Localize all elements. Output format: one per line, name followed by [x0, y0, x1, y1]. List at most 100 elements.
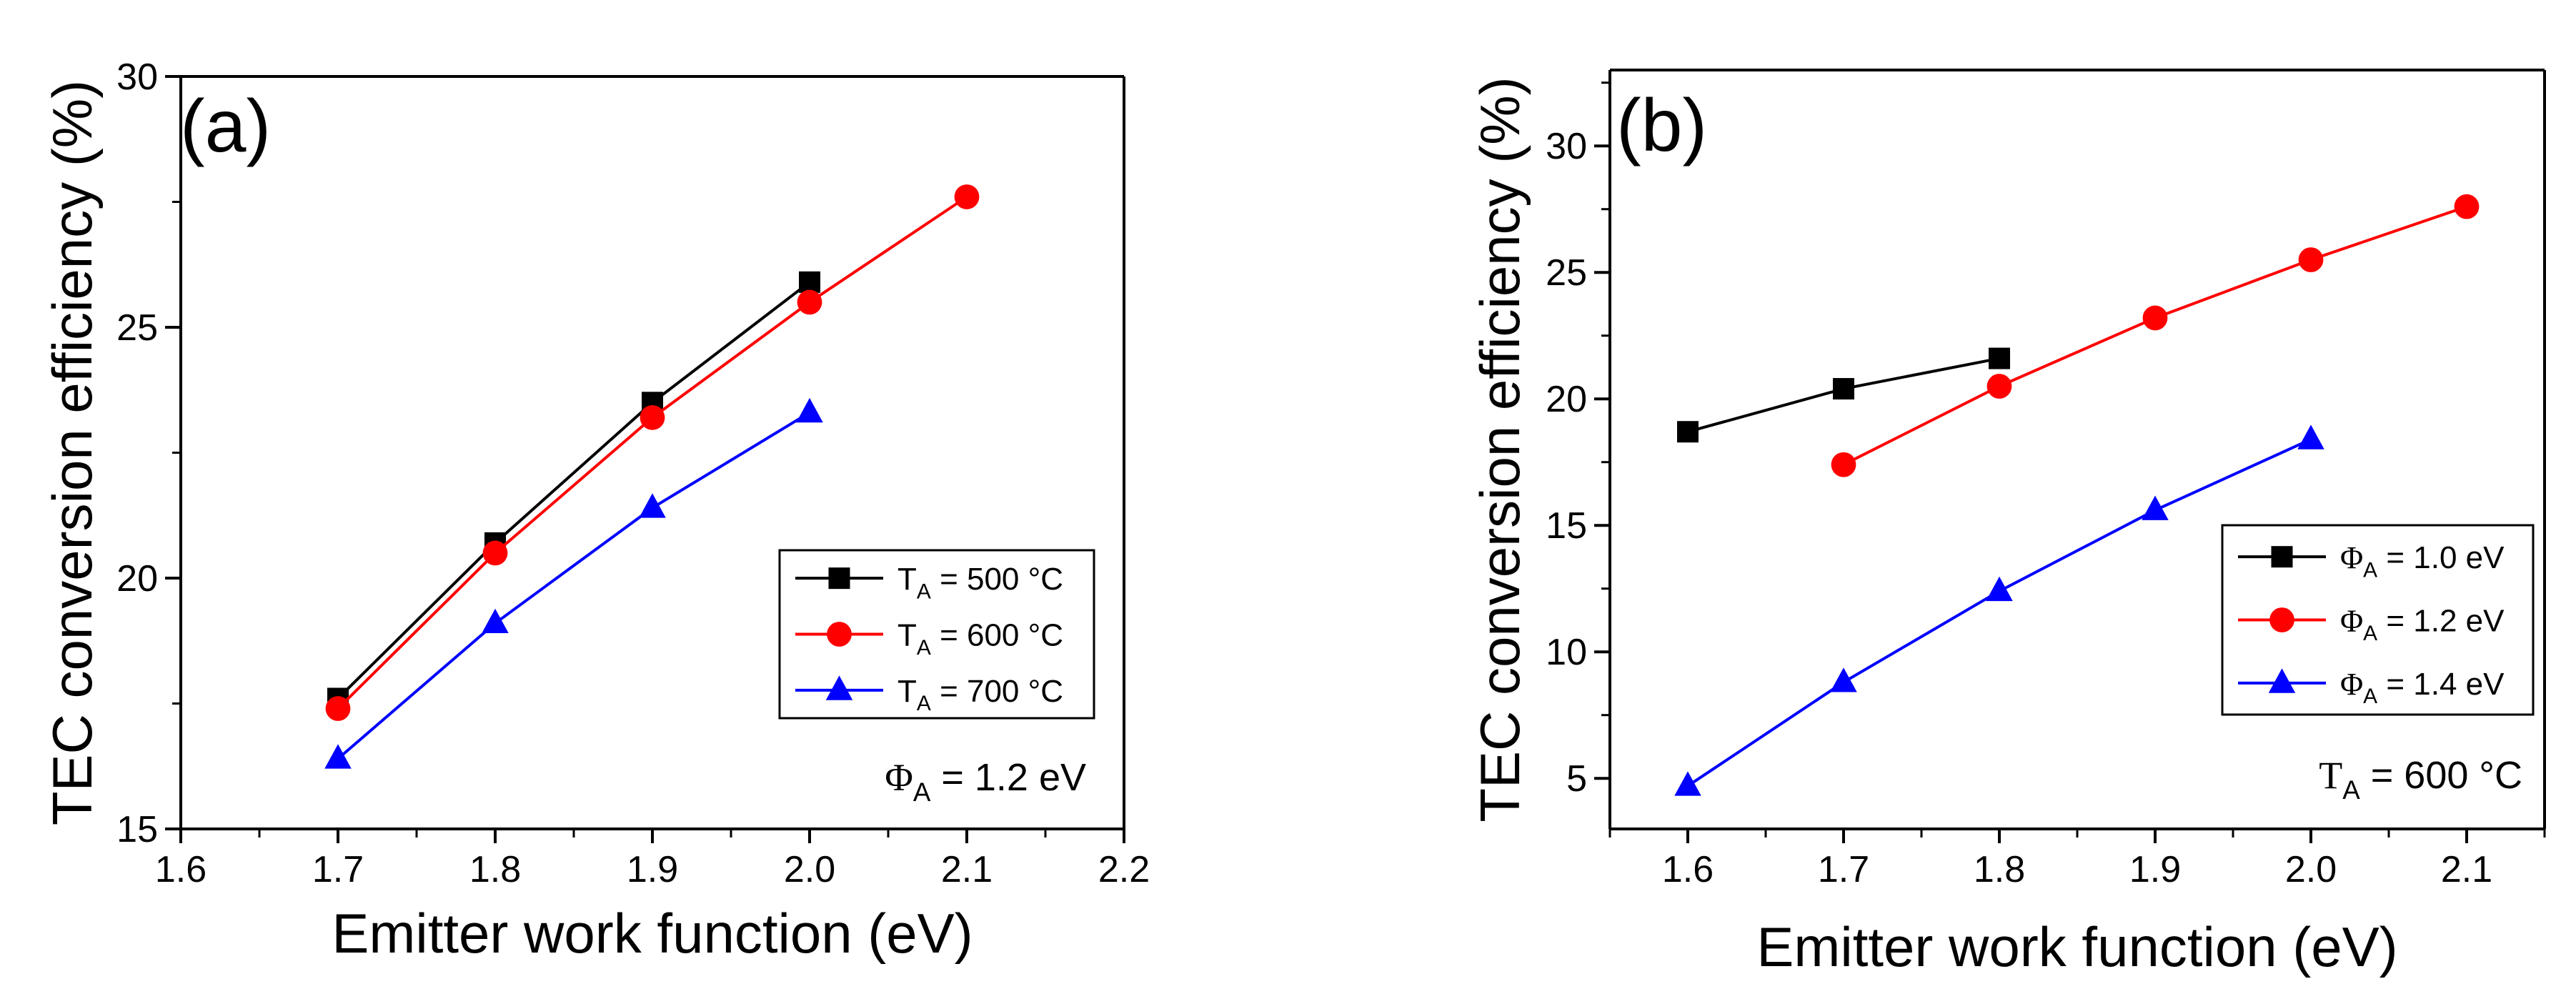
- parameter-annotation: TA = 600 °C: [2319, 754, 2522, 805]
- legend-label-text: = 1.0 eV: [2377, 540, 2505, 575]
- parameter-annotation-main: Φ: [885, 756, 912, 799]
- x-axis-title: Emitter work function (eV): [1756, 915, 2397, 978]
- x-tick-label: 2.1: [2441, 849, 2492, 890]
- legend-label-main: T: [897, 562, 917, 597]
- data-point: [325, 696, 351, 721]
- x-tick-label: 1.9: [2129, 849, 2181, 890]
- legend-marker: [2269, 607, 2294, 632]
- data-point: [324, 744, 352, 769]
- series-line: [337, 281, 811, 700]
- legend-label: TA = 500 °C: [897, 562, 1063, 603]
- parameter-annotation-text: = 1.2 eV: [930, 756, 1086, 799]
- legend-label-sub: A: [2363, 558, 2377, 582]
- x-tick-label: 2.0: [784, 849, 835, 890]
- legend: TA = 500 °CTA = 600 °CTA = 700 °C: [778, 549, 1095, 720]
- chart-panel-b: 1.6 1.7 1.8 1.9 2.0 2.1 5 10 15 20 25 30 Emitter wor…: [1468, 69, 2546, 978]
- legend-label-main: Φ: [2340, 604, 2363, 639]
- parameter-annotation-text: = 600 °C: [2360, 754, 2522, 797]
- legend-label-sub: A: [917, 636, 931, 660]
- panel-label: (a): [180, 85, 271, 168]
- data-point: [2142, 305, 2168, 331]
- series-0: [327, 271, 820, 710]
- data-point: [1986, 576, 2013, 602]
- legend-label-text: = 500 °C: [931, 562, 1063, 597]
- panel-label: (b): [1616, 84, 1707, 167]
- data-point: [954, 184, 980, 209]
- y-axis-title: TEC conversion efficiency (%): [41, 80, 104, 825]
- legend-label-sub: A: [917, 580, 931, 603]
- data-point: [2298, 247, 2324, 272]
- data-point: [796, 397, 823, 423]
- legend-label-text: = 600 °C: [931, 618, 1063, 653]
- data-point: [799, 271, 820, 293]
- data-point: [1833, 378, 1854, 400]
- data-point: [1831, 452, 1856, 477]
- y-tick-label: 30: [1546, 126, 1587, 167]
- legend-label-text: = 700 °C: [931, 674, 1063, 709]
- data-point: [2454, 194, 2480, 219]
- series-1: [1831, 194, 2480, 477]
- series-line: [337, 411, 811, 760]
- x-tick-label: 2.0: [2285, 849, 2337, 890]
- data-point: [1986, 374, 2012, 399]
- legend-label-text: = 1.4 eV: [2377, 667, 2505, 702]
- legend-label-main: Φ: [2340, 667, 2363, 702]
- y-tick-label: 25: [1546, 252, 1587, 294]
- legend-label-text: = 1.2 eV: [2377, 604, 2505, 639]
- x-tick-label: 1.6: [155, 849, 207, 890]
- legend-label-main: T: [897, 618, 917, 653]
- legend-label-main: Φ: [2340, 540, 2363, 575]
- y-tick-label: 20: [1546, 379, 1587, 420]
- y-tick-label: 15: [1546, 505, 1587, 547]
- x-tick-label: 1.7: [312, 849, 364, 890]
- parameter-annotation-sub: A: [913, 777, 931, 807]
- series-line: [1686, 438, 2312, 787]
- series-1: [325, 184, 980, 721]
- chart-panel-a: 1.6 1.7 1.8 1.9 2.0 2.1 2.2 15 20 25 30 Emitter wor…: [41, 56, 1150, 965]
- x-tick-label: 2.2: [1098, 849, 1150, 890]
- legend-label-sub: A: [2363, 685, 2377, 708]
- x-tick-label: 1.8: [469, 849, 521, 890]
- series-0: [1677, 347, 2010, 443]
- data-point: [2297, 424, 2324, 449]
- series-2: [324, 397, 823, 769]
- y-axis-title: TEC conversion efficiency (%): [1468, 76, 1531, 822]
- data-point: [1830, 667, 1857, 692]
- legend-marker: [2268, 668, 2296, 693]
- legend-marker: [828, 567, 850, 590]
- series-2: [1674, 424, 2324, 796]
- y-tick-label: 15: [116, 809, 158, 850]
- legend-label: ΦA = 1.4 eV: [2340, 667, 2505, 708]
- y-tick-label: 10: [1546, 632, 1587, 673]
- legend-label: ΦA = 1.0 eV: [2340, 540, 2505, 582]
- legend-marker: [2271, 546, 2293, 568]
- parameter-annotation: ΦA = 1.2 eV: [885, 756, 1086, 807]
- legend-label-main: T: [897, 674, 917, 709]
- data-point: [482, 540, 508, 566]
- data-point: [1989, 347, 2010, 369]
- data-point: [2142, 495, 2169, 520]
- data-point: [797, 289, 822, 315]
- legend-marker: [825, 675, 853, 700]
- data-point: [639, 493, 666, 518]
- legend-marker: [827, 622, 852, 647]
- y-tick-label: 5: [1566, 758, 1587, 800]
- legend-label: TA = 600 °C: [897, 618, 1063, 660]
- data-point: [1674, 771, 1701, 796]
- legend-label-sub: A: [917, 692, 931, 715]
- parameter-annotation-main: T: [2319, 754, 2342, 797]
- legend-label: ΦA = 1.2 eV: [2340, 604, 2505, 645]
- x-tick-label: 1.9: [627, 849, 678, 890]
- y-tick-label: 20: [116, 558, 158, 600]
- x-tick-label: 2.1: [941, 849, 993, 890]
- data-point: [482, 608, 509, 634]
- data-point: [640, 404, 665, 430]
- data-point: [1677, 421, 1699, 443]
- y-tick-label: 30: [116, 56, 158, 98]
- x-axis-title: Emitter work function (eV): [332, 902, 973, 965]
- x-tick-label: 1.7: [1818, 849, 1869, 890]
- y-tick-label: 25: [116, 307, 158, 349]
- legend-label-sub: A: [2363, 622, 2377, 645]
